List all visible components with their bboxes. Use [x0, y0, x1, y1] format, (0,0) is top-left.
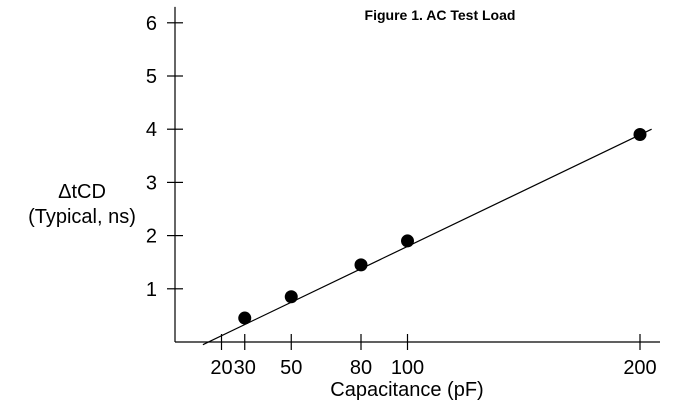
data-points: [238, 128, 647, 325]
data-point: [401, 234, 414, 248]
y-tick-label: 5: [146, 66, 157, 88]
x-tick-label: 20: [210, 357, 232, 379]
x-tick-label: 50: [280, 357, 302, 379]
y-tick-label: 1: [146, 279, 157, 301]
data-point: [633, 128, 647, 142]
x-tick-label: 30: [234, 357, 256, 379]
y-tick-label: 3: [146, 172, 157, 194]
chart-title: Figure 1. AC Test Load: [365, 7, 516, 23]
data-point: [284, 290, 298, 304]
x-tick-label: 80: [350, 357, 372, 379]
trend-line: [202, 128, 652, 346]
data-point: [354, 258, 368, 272]
y-tick-label: 6: [146, 13, 157, 35]
axes: [174, 6, 660, 343]
y-axis-label-sub: (Typical, ns): [28, 206, 136, 228]
y-tick-label: 4: [146, 119, 157, 141]
x-axis-label: Capacitance (pF): [330, 379, 483, 401]
trend-line-group: [202, 128, 652, 346]
y-ticks: 1 2 3 4 5 6: [146, 13, 183, 301]
x-tick-label: 200: [623, 357, 656, 379]
y-axis-label: ΔtCD: [58, 181, 106, 203]
data-point: [238, 311, 252, 325]
x-tick-label: 100: [391, 357, 424, 379]
y-tick-label: 2: [146, 226, 157, 248]
x-ticks: 20 30 50 80 100 200: [210, 334, 657, 379]
